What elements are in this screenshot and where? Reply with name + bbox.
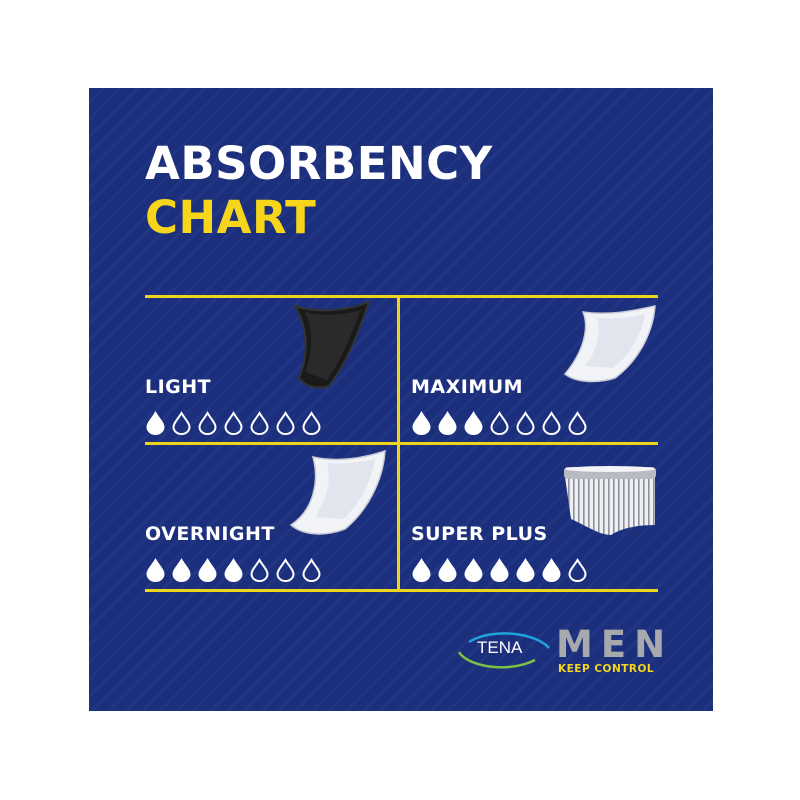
divider-vertical xyxy=(397,296,400,592)
protective-underwear-icon xyxy=(564,466,656,535)
filled-drop-icon xyxy=(490,558,509,582)
level-maximum: MAXIMUM xyxy=(411,298,667,445)
filled-drop-icon xyxy=(438,558,457,582)
empty-drop-icon xyxy=(250,558,269,582)
empty-drop-icon xyxy=(198,411,217,435)
brand-tagline: KEEP CONTROL xyxy=(558,663,655,675)
filled-drop-icon xyxy=(464,411,483,435)
divider-middle xyxy=(145,442,658,445)
empty-drop-icon xyxy=(224,411,243,435)
level-label: OVERNIGHT xyxy=(145,523,275,545)
drop-rating xyxy=(411,411,588,435)
divider-top xyxy=(145,295,658,298)
empty-drop-icon xyxy=(568,411,587,435)
tena-logo-icon xyxy=(457,632,550,669)
filled-drop-icon xyxy=(412,411,431,435)
level-label: MAXIMUM xyxy=(411,376,524,398)
empty-drop-icon xyxy=(302,558,321,582)
empty-drop-icon xyxy=(250,411,269,435)
filled-drop-icon xyxy=(412,558,431,582)
filled-drop-icon xyxy=(542,558,561,582)
white-pad-icon xyxy=(289,449,386,535)
level-overnight: OVERNIGHT xyxy=(145,445,401,592)
empty-drop-icon xyxy=(542,411,561,435)
filled-drop-icon xyxy=(224,558,243,582)
empty-drop-icon xyxy=(302,411,321,435)
empty-drop-icon xyxy=(490,411,509,435)
filled-drop-icon xyxy=(172,558,191,582)
level-label: SUPER PLUS xyxy=(411,523,548,545)
tena-logo-text: TENA xyxy=(477,638,523,657)
brand-men: MEN xyxy=(556,623,674,666)
black-pad-icon xyxy=(292,300,371,389)
filled-drop-icon xyxy=(438,411,457,435)
drop-rating xyxy=(411,558,588,582)
drop-rating xyxy=(145,411,322,435)
filled-drop-icon xyxy=(146,558,165,582)
white-pad-icon xyxy=(563,305,656,383)
absorbency-chart-panel: ABSORBENCY CHART LIGHT MAXIMUM OVERNIGHT xyxy=(89,88,713,711)
divider-bottom xyxy=(145,589,658,592)
level-light: LIGHT xyxy=(145,298,401,445)
title-line-1: ABSORBENCY xyxy=(145,137,493,190)
filled-drop-icon xyxy=(516,558,535,582)
filled-drop-icon xyxy=(464,558,483,582)
empty-drop-icon xyxy=(172,411,191,435)
drop-rating xyxy=(145,558,322,582)
brand-logo: TENA MEN KEEP CONTROL xyxy=(455,626,675,676)
filled-drop-icon xyxy=(198,558,217,582)
empty-drop-icon xyxy=(276,411,295,435)
empty-drop-icon xyxy=(568,558,587,582)
title-line-2: CHART xyxy=(145,191,317,244)
empty-drop-icon xyxy=(516,411,535,435)
level-super-plus: SUPER PLUS xyxy=(411,445,667,592)
filled-drop-icon xyxy=(146,411,165,435)
level-label: LIGHT xyxy=(145,376,212,398)
empty-drop-icon xyxy=(276,558,295,582)
